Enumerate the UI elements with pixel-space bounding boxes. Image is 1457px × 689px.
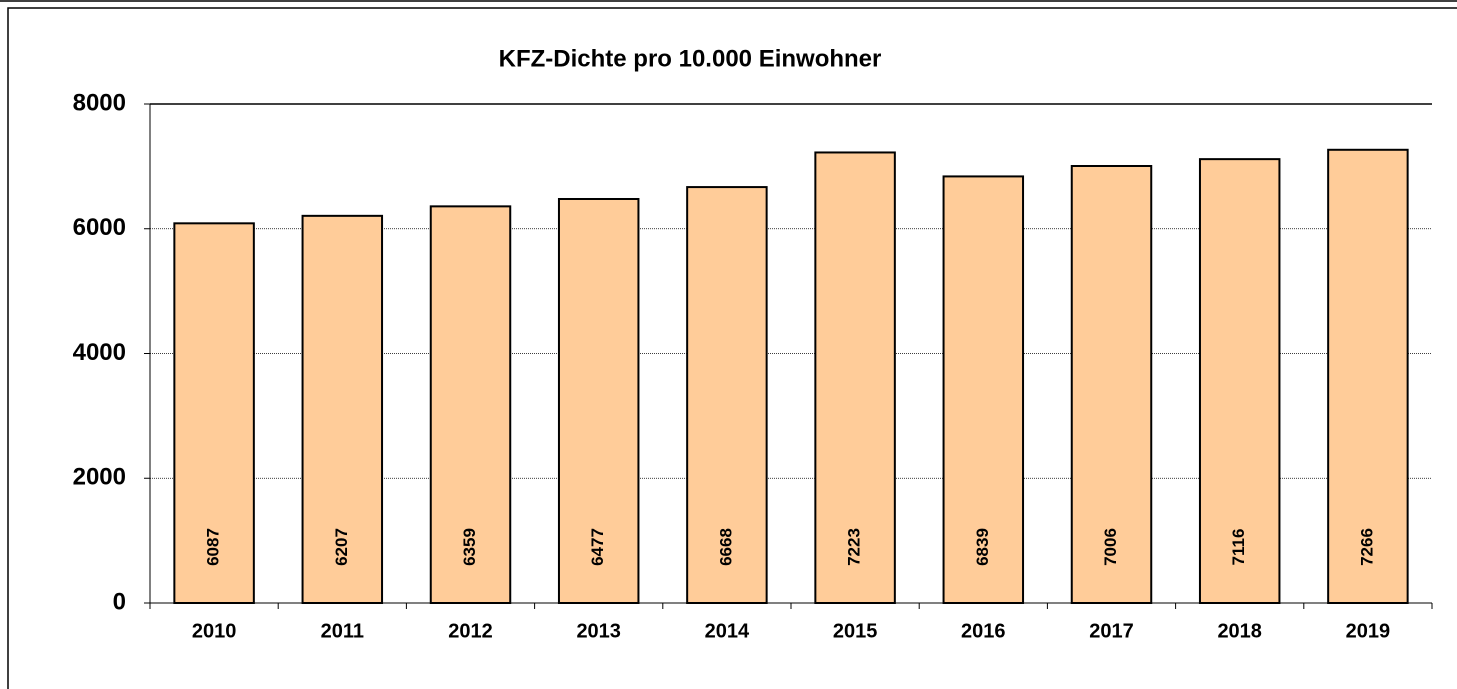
- bar: [1198, 158, 1281, 604]
- bar: [686, 186, 768, 604]
- x-tick-label: 2014: [705, 620, 750, 642]
- x-tick-label: 2018: [1217, 620, 1262, 642]
- data-label: 6839: [973, 528, 992, 566]
- bar: [814, 151, 896, 605]
- chart-title: KFZ-Dichte pro 10.000 Einwohner: [499, 45, 882, 72]
- data-label: 6668: [716, 528, 735, 566]
- y-tick-label: 4000: [73, 339, 126, 366]
- data-label: 6477: [588, 528, 607, 566]
- x-tick-label: 2017: [1089, 620, 1134, 642]
- data-label: 7006: [1101, 528, 1120, 566]
- bar: [429, 205, 512, 605]
- data-label: 7116: [1229, 529, 1248, 566]
- x-tick-label: 2016: [961, 620, 1006, 642]
- data-label: 7223: [845, 528, 864, 566]
- bar: [1070, 165, 1153, 604]
- x-tick-label: 2019: [1346, 620, 1391, 642]
- y-tick-label: 6000: [73, 214, 126, 241]
- y-tick-label: 0: [113, 588, 126, 615]
- data-label: 6207: [332, 528, 351, 566]
- bar: [1327, 148, 1409, 604]
- bar: [301, 214, 384, 604]
- x-tick-label: 2010: [192, 620, 237, 642]
- y-tick-label: 2000: [73, 464, 126, 491]
- data-label: 6087: [204, 528, 223, 566]
- x-tick-label: 2011: [321, 620, 364, 642]
- bar: [173, 222, 255, 605]
- x-tick-label: 2012: [448, 620, 493, 642]
- x-tick-label: 2013: [576, 620, 621, 642]
- x-tick-label: 2015: [833, 620, 878, 642]
- bar: [942, 175, 1025, 604]
- y-tick-label: 8000: [73, 89, 126, 116]
- data-label: 7266: [1357, 528, 1376, 566]
- bar: [557, 197, 640, 604]
- data-label: 6359: [460, 528, 479, 566]
